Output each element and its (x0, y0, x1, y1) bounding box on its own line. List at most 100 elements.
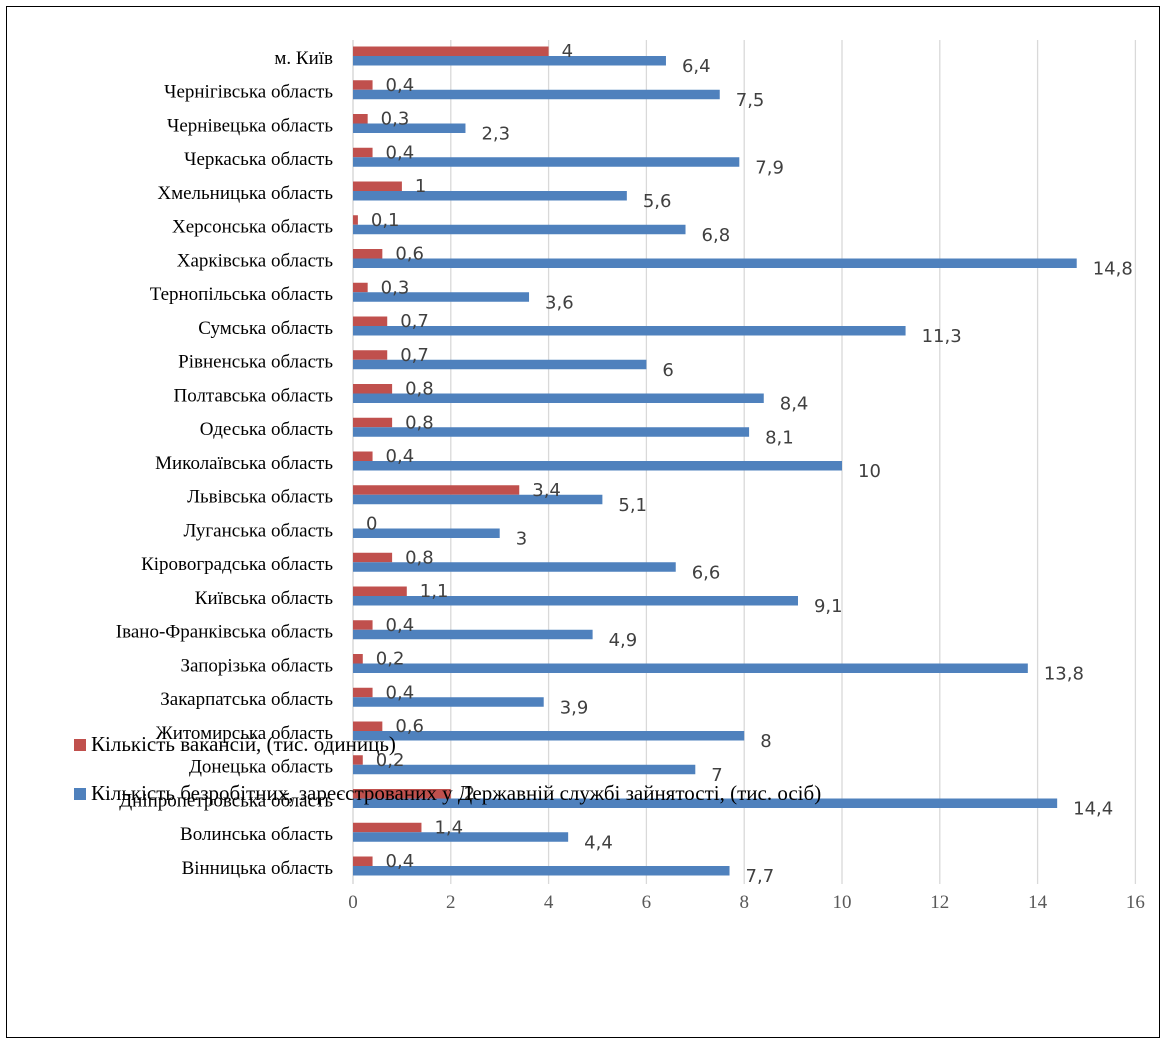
legend-label-unemployed: Кількість безробітних, зареєстрованих у … (91, 781, 822, 805)
x-tick-label: 10 (833, 892, 852, 913)
category-label: Вінницька область (182, 858, 334, 879)
category-label: Львівська область (187, 487, 333, 508)
data-label-unemployed: 10 (858, 461, 881, 482)
category-label: Волинська область (180, 824, 333, 845)
data-label-unemployed: 3 (516, 529, 527, 550)
bar-unemployed (353, 697, 544, 707)
data-label-unemployed: 3,6 (545, 292, 574, 313)
x-tick-label: 8 (739, 892, 749, 913)
chart-frame: 4 6,4 0,4 7,5 0,3 2,3 0,4 7,9 1 5,6 0,1 6,8 0,6 14,8 0… (6, 6, 1160, 1038)
bar-vacancies (353, 789, 451, 799)
category-label: Миколаївська область (155, 453, 333, 474)
bar-unemployed (353, 157, 740, 167)
data-label-vacancies: 0,1 (371, 210, 400, 231)
bar-unemployed (353, 528, 500, 538)
data-label-vacancies: 0,8 (405, 547, 434, 568)
bar-vacancies (353, 721, 383, 731)
category-label: Черкаська область (184, 149, 333, 170)
category-label: Хмельницька область (157, 183, 333, 204)
bar-unemployed (353, 258, 1077, 268)
bar-unemployed (353, 224, 686, 235)
bar-vacancies (353, 114, 368, 124)
category-label: Харківська область (177, 250, 334, 271)
category-label: Рівненська область (178, 352, 333, 373)
bar-vacancies (353, 80, 373, 90)
bar-unemployed (353, 731, 745, 741)
data-labels: 4 6,4 0,4 7,5 0,3 2,3 0,4 7,9 1 5,6 0,1 6,8 0,6 14,8 0… (366, 41, 1133, 887)
data-label-unemployed: 7,9 (755, 157, 784, 178)
category-label: Луганська область (183, 520, 333, 541)
data-label-unemployed: 4,4 (584, 832, 613, 853)
bar-vacancies (353, 215, 358, 225)
category-label: м. Київ (274, 48, 333, 69)
bar-vacancies (353, 417, 393, 428)
data-label-unemployed: 14,8 (1093, 259, 1133, 280)
category-label: Київська область (195, 588, 334, 609)
data-label-unemployed: 2,3 (481, 124, 510, 145)
category-label: Тернопільська область (150, 284, 334, 305)
legend-label-vacancies: Кількість вакансій, (тис. одиниць) (91, 732, 396, 756)
legend-swatch-unemployed (74, 787, 86, 800)
bar-vacancies (353, 316, 388, 326)
data-label-vacancies: 0,4 (386, 142, 415, 163)
bar-vacancies (353, 282, 368, 293)
bar-vacancies (353, 654, 363, 664)
data-label-vacancies: 3,4 (532, 480, 561, 501)
data-label-unemployed: 6 (662, 360, 673, 381)
bar-unemployed (353, 89, 720, 100)
data-label-unemployed: 3,9 (560, 697, 589, 718)
data-label-vacancies: 0,2 (376, 649, 405, 670)
x-tick-label: 12 (930, 892, 949, 913)
bar-vacancies (353, 856, 373, 866)
data-label-vacancies: 0,4 (386, 75, 415, 96)
x-axis-ticks: 0 2 4 6 8 10 12 14 16 (348, 892, 1145, 913)
bar-unemployed (353, 663, 1028, 673)
data-label-vacancies: 0,4 (386, 446, 415, 467)
category-label: Запорізька область (181, 655, 334, 676)
bars (353, 46, 1077, 876)
bar-vacancies (353, 552, 393, 563)
category-label: Донецька область (189, 757, 333, 778)
bar-vacancies (353, 181, 402, 191)
data-label-vacancies: 4 (562, 41, 573, 62)
category-label: Закарпатська область (160, 689, 333, 710)
category-label: Полтавська область (173, 385, 333, 406)
bar-unemployed (353, 393, 764, 403)
bar-unemployed (353, 832, 569, 842)
bar-vacancies (353, 586, 407, 596)
data-label-vacancies: 1,4 (434, 817, 463, 838)
data-label-unemployed: 8 (760, 731, 771, 752)
data-label-unemployed: 4,9 (609, 630, 638, 651)
bar-unemployed (353, 123, 466, 133)
category-label: Івано-Франківська область (116, 622, 334, 643)
x-tick-label: 0 (348, 892, 358, 913)
bar-vacancies (353, 350, 388, 360)
data-label-unemployed: 7,7 (746, 866, 775, 887)
bar-vacancies (353, 822, 422, 833)
bar-unemployed (353, 764, 696, 775)
bar-unemployed (353, 359, 647, 370)
data-label-unemployed: 8,4 (780, 394, 809, 415)
data-label-vacancies: 0,8 (405, 412, 434, 433)
category-label: Житомирська область (156, 723, 334, 744)
category-label: Херсонська область (172, 217, 333, 238)
bar-unemployed (353, 866, 730, 876)
legend-item-vacancies: Кількість вакансій, (тис. одиниць) (74, 732, 396, 757)
data-label-vacancies: 0,4 (386, 615, 415, 636)
data-label-unemployed: 13,8 (1044, 664, 1084, 685)
data-label-unemployed: 6,4 (682, 56, 711, 77)
bar-vacancies (353, 451, 373, 461)
data-label-unemployed: 11,3 (922, 326, 962, 347)
data-label-vacancies: 2 (464, 784, 475, 805)
bar-unemployed (353, 56, 666, 66)
bar-vacancies (353, 755, 363, 765)
legend-item-unemployed: Кількість безробітних, зареєстрованих у … (74, 781, 821, 806)
data-label-unemployed: 8,1 (765, 427, 794, 448)
category-label: Сумська область (198, 318, 333, 339)
x-tick-label: 16 (1126, 892, 1145, 913)
bar-unemployed (353, 494, 603, 505)
data-label-unemployed: 6,8 (702, 225, 731, 246)
category-label: Одеська область (200, 419, 334, 440)
data-label-vacancies: 0 (366, 514, 377, 535)
category-label: Чернівецька область (167, 115, 333, 136)
